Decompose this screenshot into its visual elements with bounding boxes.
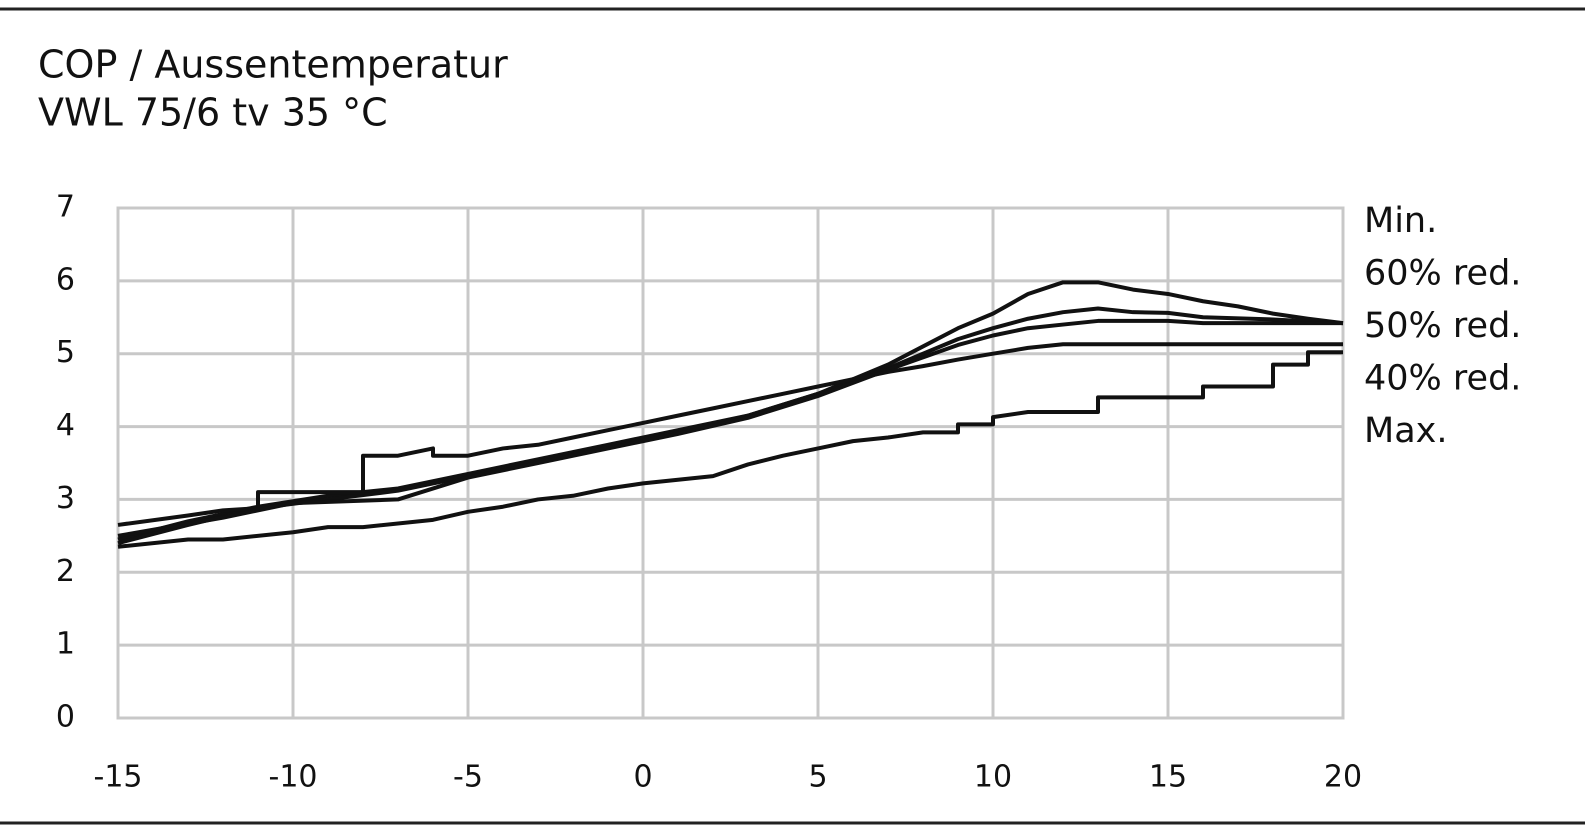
x-tick-label: 10	[974, 760, 1012, 795]
y-tick-label: 0	[56, 700, 75, 735]
x-tick-label: 5	[808, 760, 827, 795]
x-tick-label: 15	[1149, 760, 1187, 795]
series-line	[117, 350, 1343, 549]
y-tick-label: 1	[56, 627, 75, 662]
chart-subtitle: VWL 75/6 tv 35 °C	[38, 91, 388, 135]
x-tick-label: -10	[269, 760, 318, 795]
chart-title: COP / Aussentemperatur	[38, 43, 508, 87]
plot-area	[116, 206, 1345, 720]
legend-label: 60% red.	[1364, 254, 1521, 294]
series-line	[117, 318, 1343, 538]
series-line	[117, 280, 1344, 542]
x-tick-label: 0	[633, 760, 652, 795]
x-tick-label: 20	[1324, 760, 1362, 795]
y-tick-label: 7	[56, 190, 75, 225]
y-tick-label: 6	[56, 262, 75, 297]
y-tick-label: 5	[56, 335, 75, 370]
legend-label: 50% red.	[1364, 306, 1521, 346]
legend-label: Max.	[1364, 411, 1447, 451]
y-tick-label: 4	[56, 408, 75, 443]
x-tick-label: -15	[94, 760, 143, 795]
x-tick-label: -5	[453, 760, 483, 795]
legend-label: 40% red.	[1364, 359, 1521, 399]
legend-label: Min.	[1364, 201, 1437, 241]
series-line	[117, 342, 1343, 527]
y-tick-label: 2	[56, 554, 75, 589]
y-tick-label: 3	[56, 481, 75, 516]
